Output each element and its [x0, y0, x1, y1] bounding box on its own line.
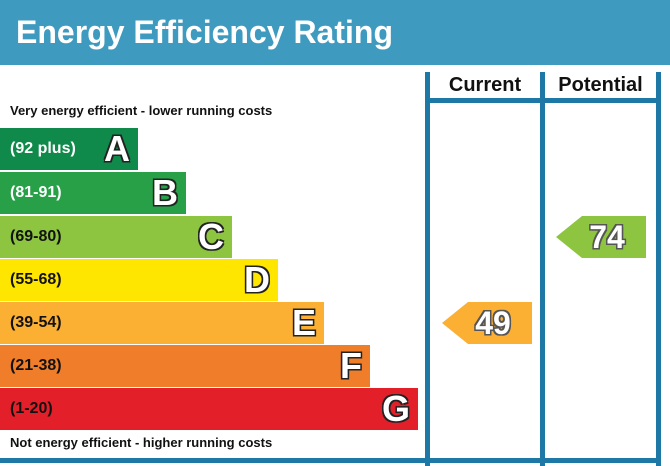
band-letter: F	[340, 345, 362, 386]
top-note: Very energy efficient - lower running co…	[10, 103, 273, 118]
band-c: (69-80) C	[0, 216, 232, 258]
current-column-header: Current	[448, 74, 522, 96]
band-range-label: (55-68)	[10, 271, 62, 288]
divider-middle	[540, 72, 545, 466]
band-letter: E	[291, 302, 316, 343]
header-bar: Energy Efficiency Rating	[0, 0, 670, 65]
current-arrow-shape	[442, 302, 532, 344]
current-rating-value: 49	[475, 305, 511, 341]
band-b: (81-91) B	[0, 172, 186, 214]
band-range-label: (69-80)	[10, 228, 62, 245]
band-e: (39-54) E	[0, 302, 324, 344]
band-range-label: (1-20)	[10, 400, 53, 417]
potential-rating-value: 74	[589, 219, 625, 255]
band-range-label: (21-38)	[10, 357, 62, 374]
divider-left	[425, 72, 430, 466]
potential-rating-arrow: 74	[556, 216, 646, 258]
divider-right	[656, 72, 661, 466]
bottom-note: Not energy efficient - higher running co…	[10, 435, 273, 450]
header-underline	[425, 98, 661, 103]
band-g: (1-20) G	[0, 388, 418, 430]
band-range-label: (81-91)	[10, 184, 62, 201]
potential-arrow-shape	[556, 216, 646, 258]
band-letter: D	[244, 259, 270, 300]
current-rating-arrow: 49	[442, 302, 532, 344]
band-letter: C	[198, 216, 224, 257]
band-letter: G	[381, 388, 410, 429]
potential-column-header: Potential	[558, 74, 643, 96]
band-range-label: (39-54)	[10, 314, 62, 331]
band-range-label: (92 plus)	[10, 140, 76, 157]
band-f: (21-38) F	[0, 345, 370, 387]
band-d: (55-68) D	[0, 259, 278, 301]
band-letter: A	[104, 128, 130, 169]
page-title: Energy Efficiency Rating	[16, 14, 393, 50]
band-a: (92 plus) A	[0, 128, 138, 170]
band-letter: B	[152, 172, 178, 213]
bottom-rule	[0, 458, 661, 463]
